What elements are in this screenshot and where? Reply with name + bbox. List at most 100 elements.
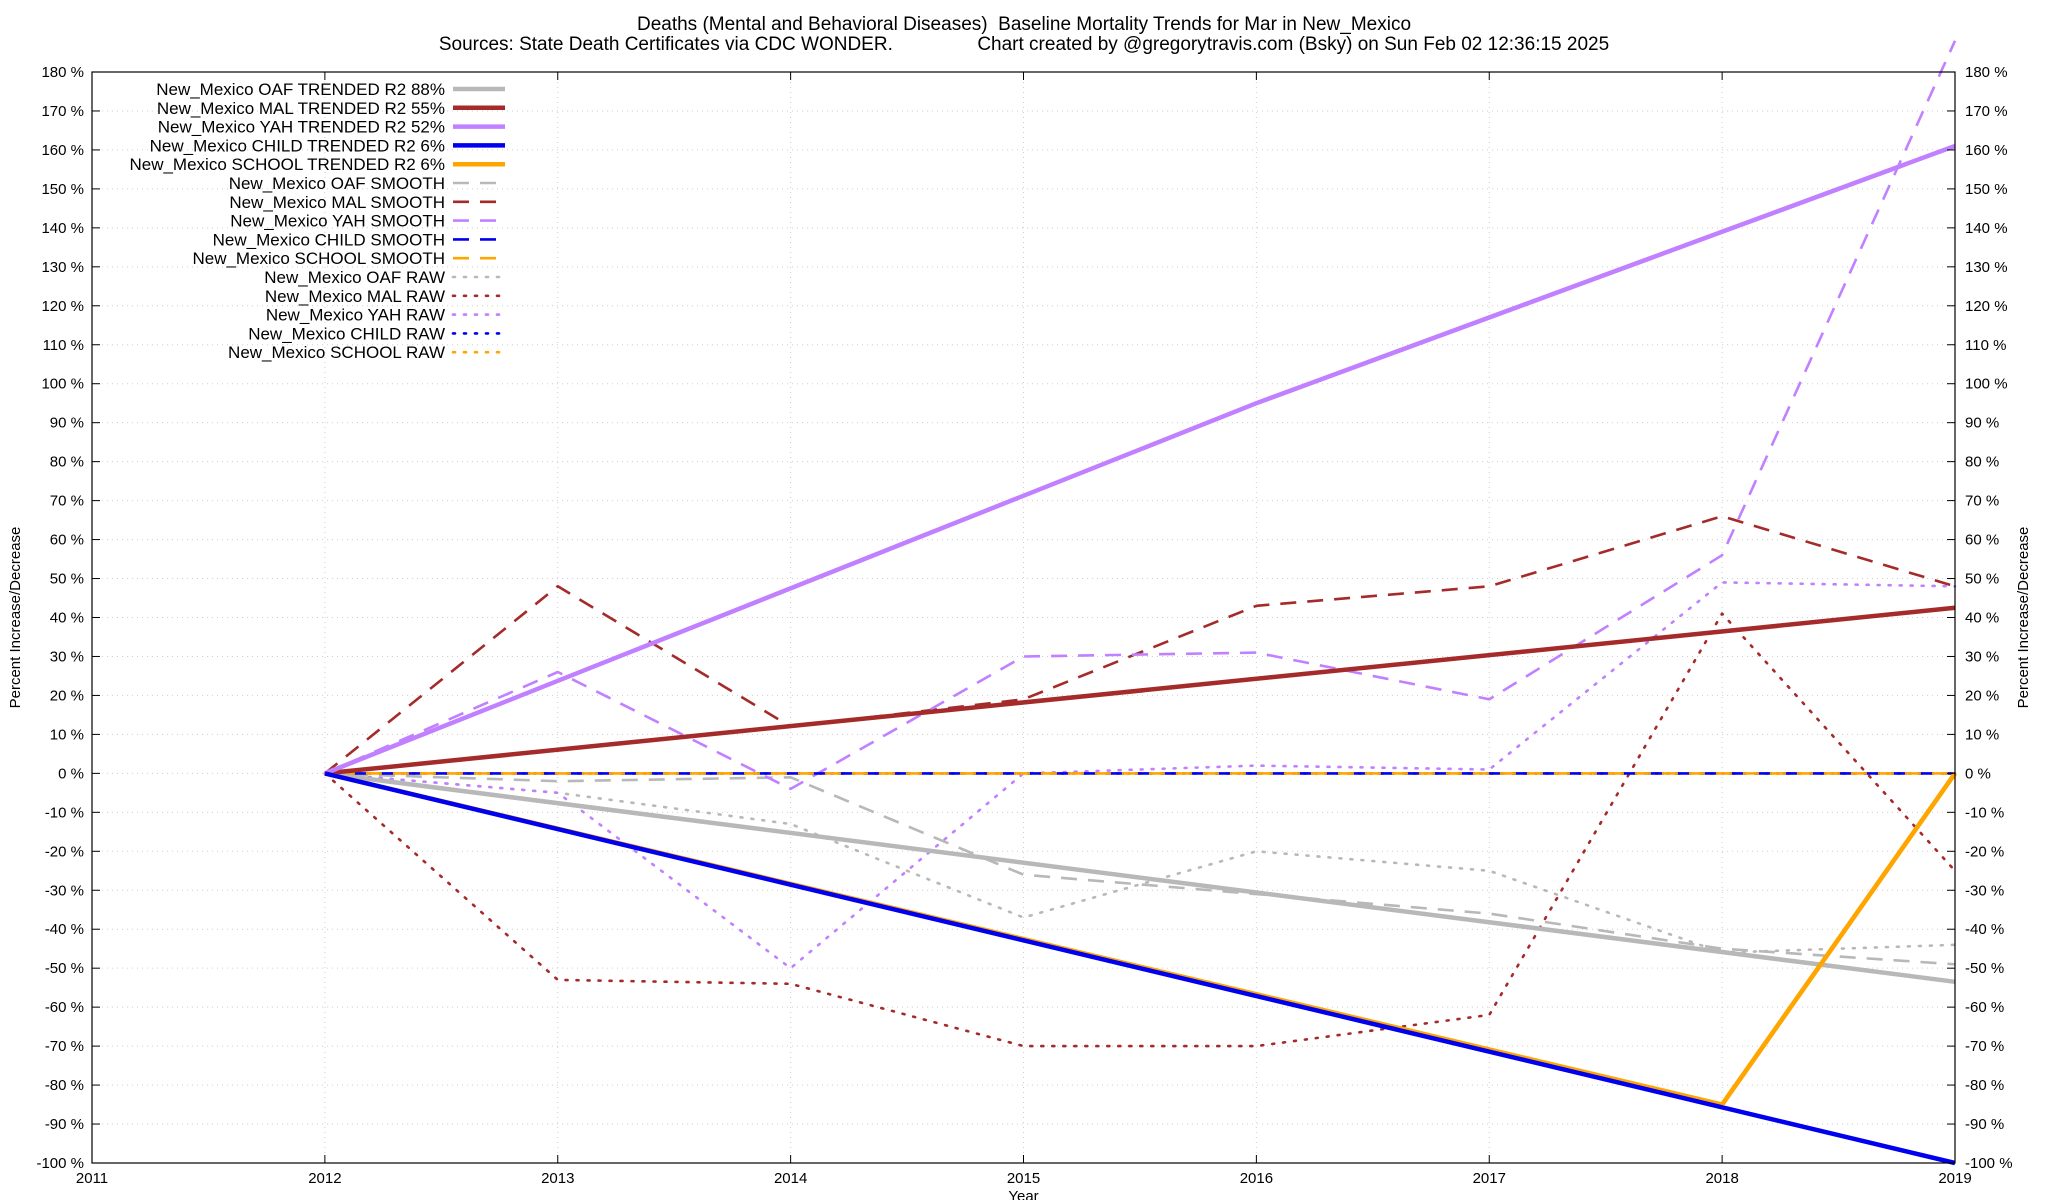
y2-tick-label: 110 % (1965, 337, 2006, 354)
x-tick-label: 2018 (1705, 1170, 1738, 1187)
y-tick-label: 170 % (41, 103, 84, 120)
chart-subtitle: Sources: State Death Certificates via CD… (438, 34, 1610, 55)
x-tick-label: 2017 (1473, 1170, 1506, 1187)
series-line-segment (1720, 772, 1957, 1106)
x-tick-label: 2016 (1240, 1170, 1273, 1187)
x-tick-label: 2019 (1938, 1170, 1971, 1187)
y2-tick-label: 180 % (1965, 64, 2008, 81)
legend-label: New_Mexico MAL RAW (265, 287, 445, 306)
y-tick-label: -60 % (45, 999, 84, 1016)
y2-tick-label: 170 % (1965, 103, 2008, 120)
y2-tick-label: 70 % (1965, 493, 1999, 510)
y-tick-label: -90 % (45, 1116, 84, 1133)
y2-tick-label: 160 % (1965, 142, 2008, 159)
series-line (324, 605, 1956, 776)
y2-tick-label: 0 % (1965, 765, 1991, 782)
y-tick-label: 0 % (58, 765, 84, 782)
legend-label: New_Mexico SCHOOL TRENDED R2 6% (129, 155, 445, 174)
series-line (324, 772, 1956, 966)
legend-label: New_Mexico SCHOOL SMOOTH (192, 249, 445, 268)
legend-label: New_Mexico YAH RAW (266, 306, 445, 325)
y-tick-label: 90 % (50, 415, 84, 432)
chart-title: Deaths (Mental and Behavioral Diseases) … (636, 14, 1412, 35)
legend-label: New_Mexico OAF SMOOTH (229, 174, 445, 193)
y2-tick-label: -40 % (1965, 921, 2004, 938)
series-line (323, 612, 1957, 1048)
y2-tick-label: -10 % (1965, 804, 2004, 821)
y-tick-label: 40 % (50, 610, 84, 627)
series-line (324, 771, 1957, 1107)
y2-tick-label: 120 % (1965, 298, 2008, 315)
y-tick-label: -10 % (45, 804, 84, 821)
y2-tick-label: -50 % (1965, 960, 2004, 977)
y2-tick-label: -20 % (1965, 843, 2004, 860)
x-tick-label: 2011 (76, 1170, 108, 1187)
y-tick-label: 60 % (50, 532, 84, 549)
legend-label: New_Mexico OAF RAW (264, 268, 445, 287)
y-tick-label: 70 % (50, 493, 84, 510)
series-line (324, 40, 1957, 791)
y2-tick-label: 90 % (1965, 415, 1999, 432)
y-tick-label: 160 % (41, 142, 84, 159)
y-tick-label: 140 % (41, 220, 84, 237)
y2-axis-label: Percent Increase/Decrease (2015, 527, 2032, 709)
series-line (324, 771, 1956, 1166)
y-tick-label: -30 % (45, 882, 84, 899)
y2-tick-label: 150 % (1965, 181, 2008, 198)
y-tick-label: 20 % (50, 687, 84, 704)
y-tick-label: 180 % (41, 64, 84, 81)
y2-tick-label: -100 % (1965, 1155, 2013, 1172)
series-line (323, 581, 1957, 970)
y2-tick-label: 80 % (1965, 454, 1999, 471)
y2-tick-label: -80 % (1965, 1077, 2004, 1094)
y2-tick-label: -90 % (1965, 1116, 2004, 1133)
y-tick-label: 130 % (41, 259, 84, 276)
y2-tick-label: 10 % (1965, 726, 1999, 743)
y-tick-label: 10 % (50, 726, 84, 743)
y-tick-label: 30 % (50, 648, 84, 665)
y2-tick-label: 40 % (1965, 610, 1999, 627)
y2-tick-label: 50 % (1965, 571, 1999, 588)
y2-tick-label: 140 % (1965, 220, 2008, 237)
series-lines (323, 40, 1957, 1166)
series-line (324, 143, 1956, 776)
y-tick-label: 120 % (41, 298, 84, 315)
series-line (324, 771, 1956, 985)
x-tick-label: 2014 (774, 1170, 807, 1187)
y-tick-label: 150 % (41, 181, 84, 198)
y2-tick-label: 100 % (1965, 376, 2008, 393)
y-tick-label: -40 % (45, 921, 84, 938)
legend-label: New_Mexico CHILD TRENDED R2 6% (150, 136, 445, 155)
legend-label: New_Mexico SCHOOL RAW (228, 343, 445, 362)
legend-label: New_Mexico YAH TRENDED R2 52% (158, 118, 445, 137)
series-line (324, 514, 1956, 775)
x-tick-label: 2012 (308, 1170, 341, 1187)
y2-tick-label: 130 % (1965, 259, 2008, 276)
y-tick-label: 110 % (43, 337, 84, 354)
series-line (323, 772, 1957, 954)
y-tick-label: -80 % (45, 1077, 84, 1094)
y-tick-label: -100 % (36, 1155, 84, 1172)
y-tick-label: 80 % (50, 454, 84, 471)
y2-tick-label: 30 % (1965, 648, 1999, 665)
y2-tick-label: -60 % (1965, 999, 2004, 1016)
legend-label: New_Mexico CHILD RAW (248, 324, 445, 343)
y2-tick-label: 60 % (1965, 532, 1999, 549)
legend: New_Mexico OAF TRENDED R2 88% New_Mexico … (129, 80, 507, 362)
y-tick-label: 100 % (41, 376, 84, 393)
y2-tick-label: -70 % (1965, 1038, 2004, 1055)
x-tick-label: 2013 (541, 1170, 574, 1187)
y2-tick-label: 20 % (1965, 687, 1999, 704)
legend-label: New_Mexico MAL SMOOTH (229, 193, 445, 212)
legend-label: New_Mexico CHILD SMOOTH (213, 230, 445, 249)
y-tick-label: -50 % (45, 960, 84, 977)
ticks: 2011 2012 2013 2014 2015 2016 2017 2018 2019 180 … (36, 64, 2012, 1187)
legend-label: New_Mexico YAH SMOOTH (230, 212, 445, 231)
x-axis-label: Year (1008, 1188, 1038, 1200)
y-tick-label: -70 % (45, 1038, 84, 1055)
x-tick-label: 2015 (1007, 1170, 1040, 1187)
legend-label: New_Mexico OAF TRENDED R2 88% (156, 80, 445, 99)
y-tick-label: 50 % (50, 571, 84, 588)
y-axis-label: Percent Increase/Decrease (7, 527, 24, 709)
